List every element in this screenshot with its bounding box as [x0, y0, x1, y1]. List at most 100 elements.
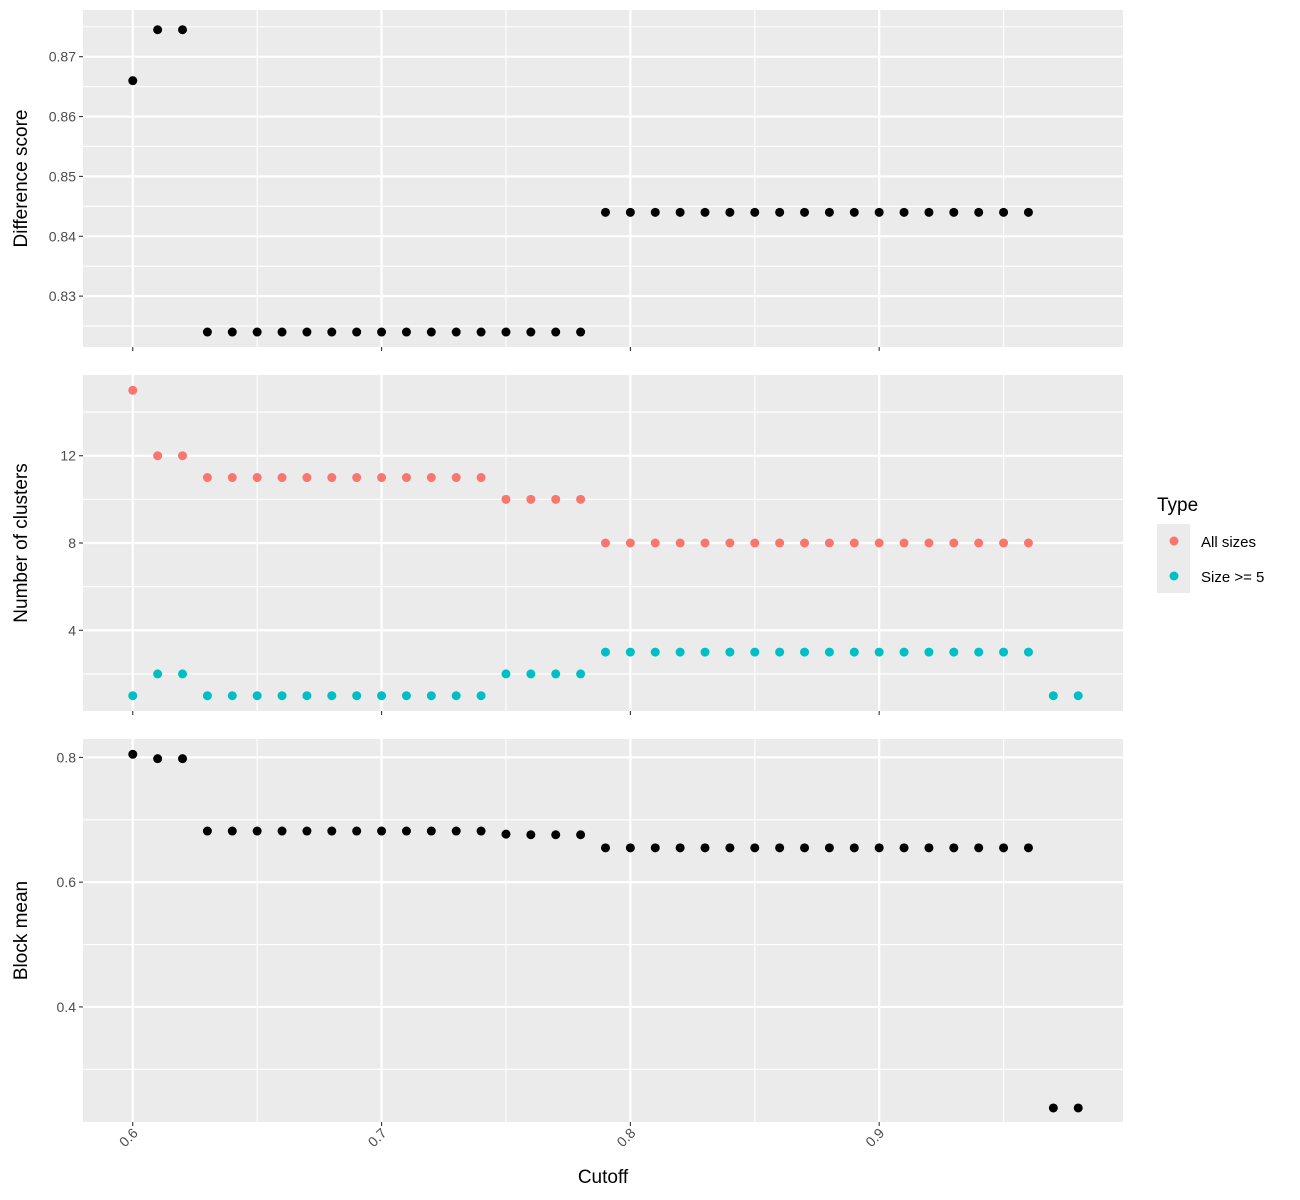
y-tick-label: 0.84	[49, 228, 76, 244]
data-point	[849, 843, 859, 853]
data-point	[302, 826, 312, 836]
x-tick-label: 0.6	[116, 1125, 141, 1150]
panel-background	[83, 739, 1123, 1122]
data-point	[800, 538, 810, 548]
data-point	[1048, 1103, 1058, 1113]
data-point	[924, 843, 934, 853]
data-point	[451, 691, 461, 701]
data-point	[949, 538, 959, 548]
data-point	[775, 538, 785, 548]
y-tick-label: 4	[68, 622, 76, 638]
legend-key-background	[1157, 524, 1190, 593]
data-point	[153, 754, 163, 764]
data-point	[725, 207, 735, 217]
data-point	[899, 207, 909, 217]
series-block-mean	[128, 749, 1083, 1113]
data-point	[750, 207, 760, 217]
data-point	[401, 826, 411, 836]
data-point	[202, 691, 212, 701]
data-point	[824, 207, 834, 217]
data-point	[476, 826, 486, 836]
data-point	[401, 691, 411, 701]
data-point	[775, 207, 785, 217]
data-point	[750, 647, 760, 657]
data-point	[128, 691, 138, 701]
data-point	[501, 327, 511, 337]
x-tick-label: 0.7	[365, 1125, 390, 1150]
data-point	[451, 327, 461, 337]
data-point	[849, 538, 859, 548]
data-point	[576, 494, 586, 504]
data-point	[750, 538, 760, 548]
x-axis-title: Cutoff	[578, 1167, 629, 1188]
data-point	[974, 647, 984, 657]
data-point	[501, 494, 511, 504]
data-point	[949, 647, 959, 657]
data-point	[600, 538, 610, 548]
y-tick-label: 12	[60, 448, 76, 464]
data-point	[625, 647, 635, 657]
data-point	[202, 473, 212, 483]
data-point	[426, 826, 436, 836]
data-point	[700, 538, 710, 548]
legend-label-size-ge-5: Size >= 5	[1201, 569, 1264, 586]
data-point	[874, 538, 884, 548]
data-point	[277, 826, 287, 836]
data-point	[227, 826, 237, 836]
data-point	[600, 207, 610, 217]
data-point	[1023, 843, 1033, 853]
data-point	[800, 647, 810, 657]
series-all-sizes	[128, 385, 1033, 548]
data-point	[924, 538, 934, 548]
data-point	[377, 691, 387, 701]
data-point	[277, 691, 287, 701]
data-point	[924, 207, 934, 217]
data-point	[277, 473, 287, 483]
data-point	[1023, 538, 1033, 548]
data-point	[775, 647, 785, 657]
data-point	[949, 843, 959, 853]
y-tick-label: 0.8	[57, 749, 77, 765]
data-point	[501, 829, 511, 839]
data-point	[153, 25, 163, 35]
data-point	[675, 843, 685, 853]
data-point	[252, 691, 262, 701]
legend-key-size-ge-5	[1169, 571, 1179, 581]
data-point	[1023, 207, 1033, 217]
data-point	[999, 843, 1009, 853]
data-point	[824, 647, 834, 657]
data-point	[327, 826, 337, 836]
data-point	[675, 647, 685, 657]
panel-background	[83, 10, 1123, 347]
data-point	[526, 830, 536, 840]
data-point	[625, 538, 635, 548]
data-point	[227, 691, 237, 701]
data-point	[700, 207, 710, 217]
x-tick-label: 0.9	[862, 1125, 887, 1150]
data-point	[576, 830, 586, 840]
data-point	[650, 843, 660, 853]
panel-number-of-clusters: 4 8 12 Number of clusters	[11, 375, 1123, 715]
data-point	[476, 691, 486, 701]
data-point	[625, 843, 635, 853]
data-point	[302, 691, 312, 701]
y-tick-label: 0.4	[57, 999, 77, 1015]
data-point	[974, 207, 984, 217]
data-point	[999, 207, 1009, 217]
legend-label-all-sizes: All sizes	[1201, 534, 1256, 551]
data-point	[277, 327, 287, 337]
data-point	[327, 473, 337, 483]
data-point	[401, 473, 411, 483]
legend-title: Type	[1157, 495, 1198, 516]
data-point	[302, 327, 312, 337]
data-point	[202, 826, 212, 836]
y-tick-label: 0.85	[49, 168, 76, 184]
data-point	[128, 385, 138, 395]
data-point	[178, 754, 188, 764]
data-point	[775, 843, 785, 853]
data-point	[476, 327, 486, 337]
chart-panels: 0.83 0.84 0.85 0.86 0.87 Difference score 4 8 12…	[11, 10, 1123, 1126]
data-point	[725, 843, 735, 853]
data-point	[1073, 1103, 1083, 1113]
